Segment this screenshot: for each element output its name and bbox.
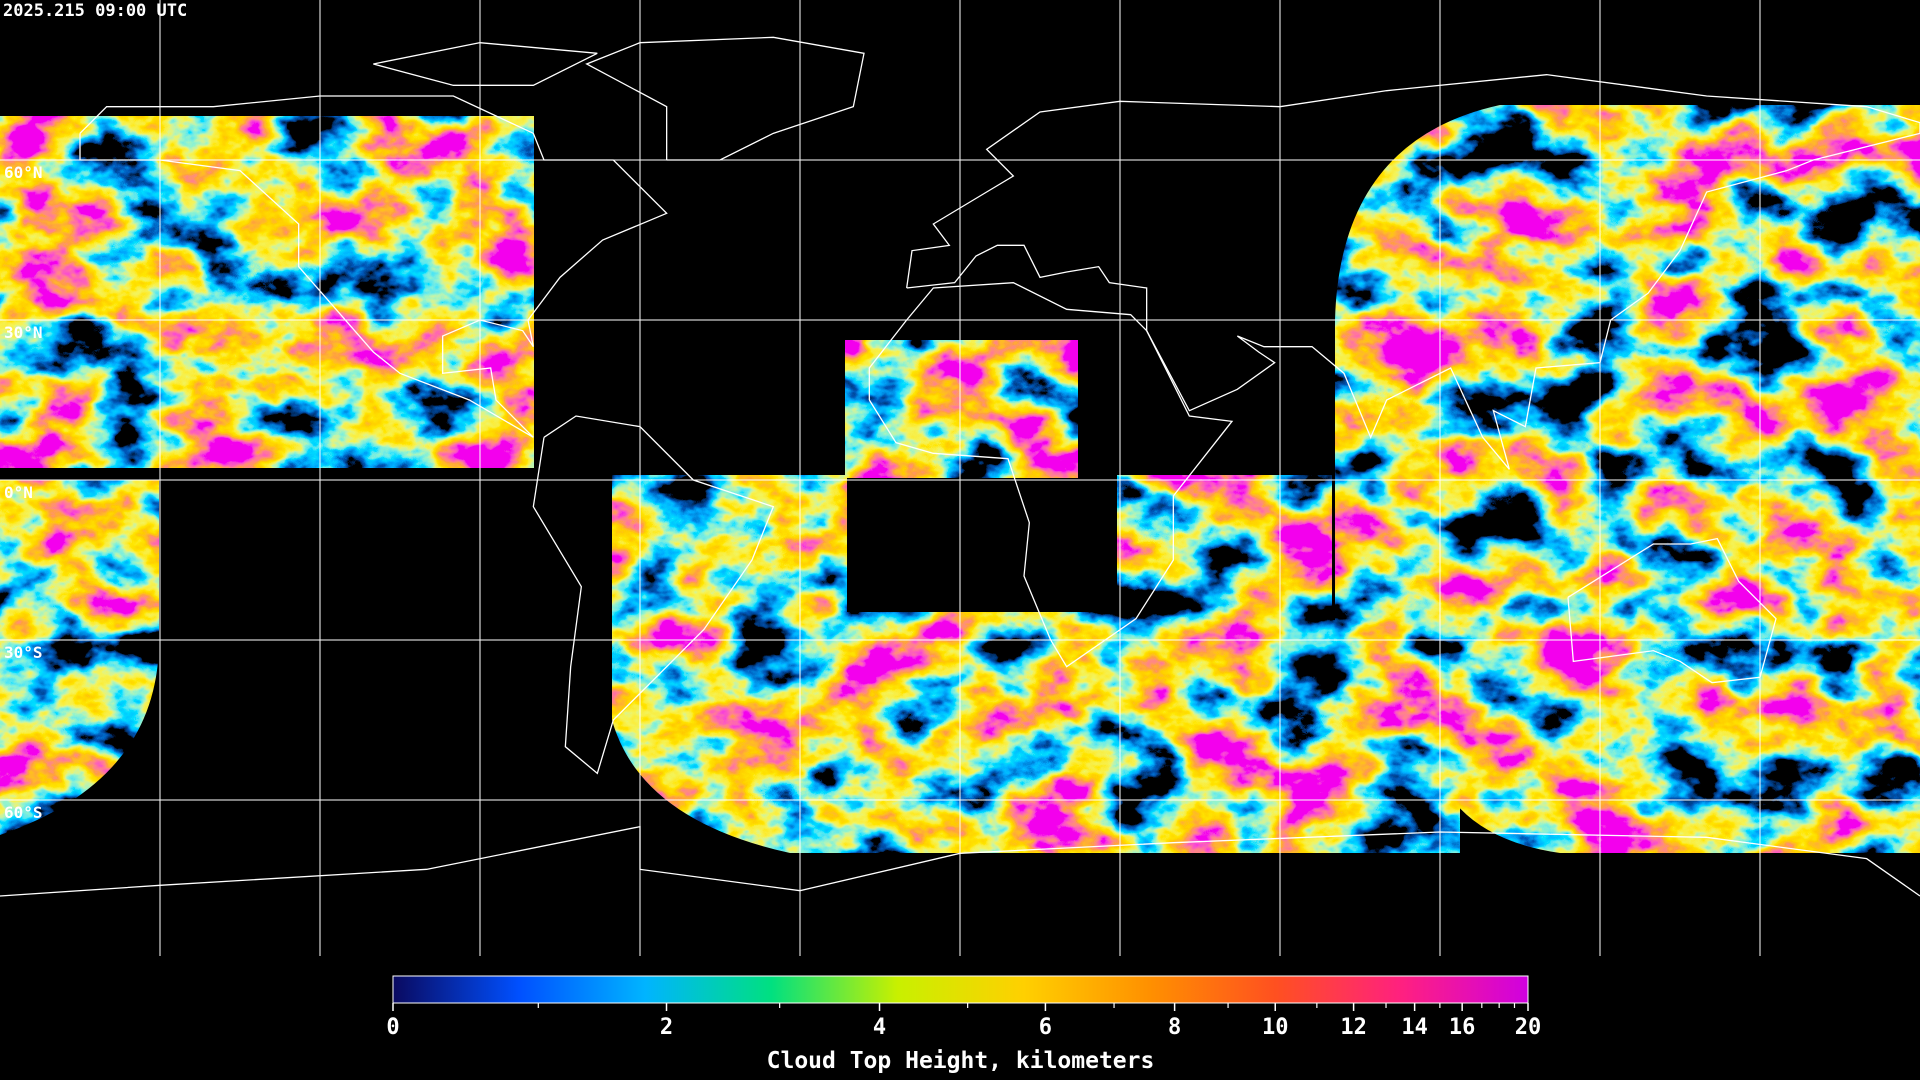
colorbar-tick-label: 12 [1340,1015,1367,1040]
colorbar-tick-label: 10 [1262,1015,1289,1040]
colorbar-tick-label: 20 [1515,1015,1542,1040]
colorbar-tick-label: 0 [386,1015,399,1040]
coastline [1567,537,1777,684]
timestamp: 2025.215 09:00 UTC [3,1,187,21]
colorbar-tick-label: 4 [873,1015,886,1040]
latitude-label: 60°N [4,163,43,182]
latitude-label: 30°N [4,323,43,342]
graticule: 60°N 30°N 0°N 30°S 60°S [0,0,1920,956]
coastline [373,42,598,86]
colorbar-tick-label: 2 [660,1015,673,1040]
coastline [532,415,775,775]
latitude-label: 60°S [4,803,43,822]
colorbar-tick-label: 16 [1449,1015,1476,1040]
colorbar-fill [392,975,1529,1004]
colorbar: 0 2 4 6 8 10 12 14 16 20 Cloud Top Height, kilomet… [386,975,1542,1074]
colorbar-tick-label: 8 [1168,1015,1181,1040]
colorbar-tick-label: 14 [1401,1015,1428,1040]
coastline [0,825,1920,897]
latitude-label: 0°N [4,483,33,502]
coastline [906,74,1920,470]
colorbar-tick-label: 6 [1039,1015,1052,1040]
latitude-label: 30°S [4,643,43,662]
coastline [79,95,668,438]
coastline [585,36,865,161]
colorbar-title: Cloud Top Height, kilometers [767,1048,1155,1074]
